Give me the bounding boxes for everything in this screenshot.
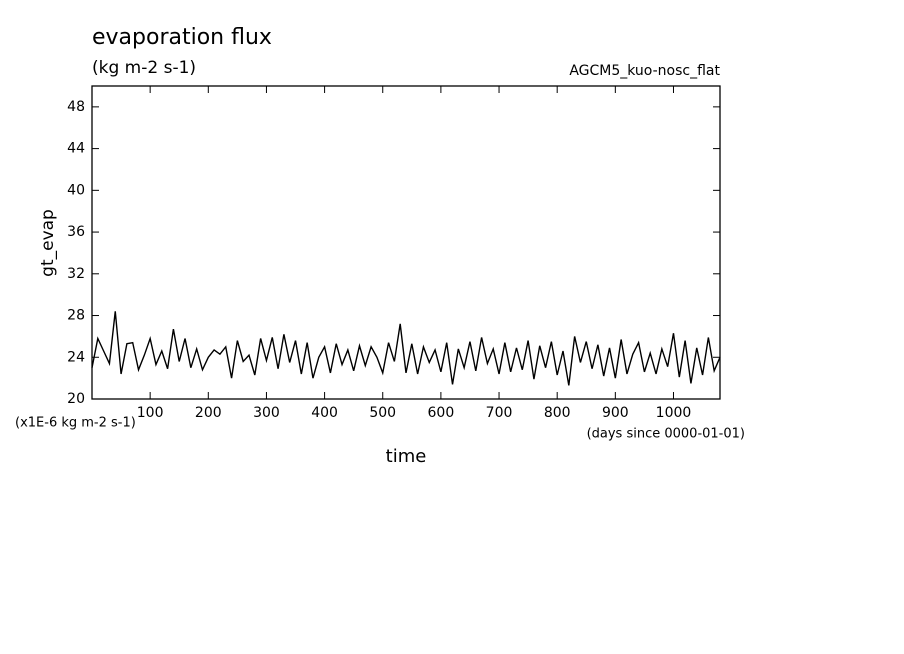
y-tick-label: 36 bbox=[67, 224, 85, 240]
x-tick-label: 800 bbox=[544, 405, 571, 421]
data-line bbox=[91, 311, 721, 386]
y-tick-label: 24 bbox=[67, 349, 85, 365]
plot-frame bbox=[91, 85, 721, 400]
x-tick-label: 600 bbox=[428, 405, 455, 421]
x-tick-label: 500 bbox=[369, 405, 396, 421]
chart-title: evaporation flux bbox=[92, 25, 272, 50]
x-tick-label: 700 bbox=[486, 405, 513, 421]
x-tick-label: 100 bbox=[137, 405, 164, 421]
x-tick-label: 400 bbox=[311, 405, 338, 421]
y-tick-label: 28 bbox=[67, 308, 85, 324]
y-unit-note: (x1E-6 kg m-2 s-1) bbox=[15, 416, 136, 431]
y-tick-label: 44 bbox=[67, 141, 85, 157]
experiment-label: AGCM5_kuo-nosc_flat bbox=[569, 63, 720, 79]
y-tick-label: 20 bbox=[67, 391, 85, 407]
y-tick-label: 40 bbox=[67, 182, 85, 198]
y-tick-label: 48 bbox=[67, 99, 85, 115]
x-tick-label: 200 bbox=[195, 405, 222, 421]
y-axis-label: gt_evap bbox=[38, 209, 58, 277]
y-tick-label: 32 bbox=[67, 266, 85, 282]
x-unit-note: (days since 0000-01-01) bbox=[587, 427, 745, 442]
chart-subtitle: (kg m-2 s-1) bbox=[92, 58, 196, 78]
x-axis-label: time bbox=[386, 446, 427, 467]
x-tick-label: 1000 bbox=[656, 405, 692, 421]
x-tick-label: 300 bbox=[253, 405, 280, 421]
x-tick-label: 900 bbox=[602, 405, 629, 421]
